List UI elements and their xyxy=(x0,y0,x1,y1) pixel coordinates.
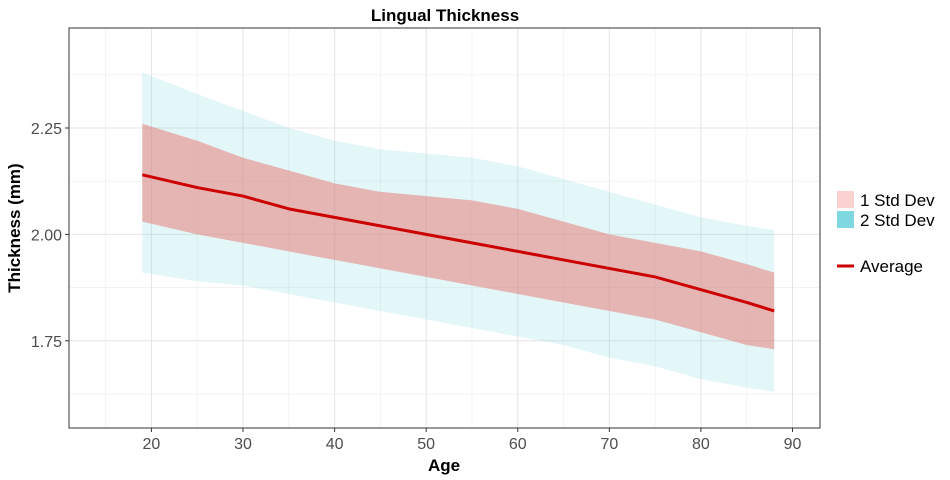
lines xyxy=(141,173,775,313)
x-tick-label: 30 xyxy=(234,436,252,453)
x-tick-label: 60 xyxy=(509,436,527,453)
x-axis-ticks: 20 30 40 50 60 70 80 90 xyxy=(143,428,802,453)
line-average xyxy=(141,173,775,313)
x-tick-label: 20 xyxy=(143,436,161,453)
x-tick-label: 90 xyxy=(784,436,802,453)
x-tick-label: 70 xyxy=(600,436,618,453)
y-tick-label: 2.00 xyxy=(31,227,62,244)
legend-label-2-std-dev: 2 Std Dev xyxy=(860,211,935,230)
x-tick-label: 50 xyxy=(417,436,435,453)
y-tick-label: 2.25 xyxy=(31,121,62,138)
y-axis-title: Thickness (mm) xyxy=(5,163,24,292)
x-axis-title: Age xyxy=(428,456,460,475)
ribbons xyxy=(142,72,775,392)
legend-key-2-std-dev xyxy=(837,211,854,228)
y-axis-ticks: 1.75 2.00 2.25 xyxy=(31,121,69,351)
y-tick-label: 1.75 xyxy=(31,334,62,351)
x-tick-label: 80 xyxy=(692,436,710,453)
legend-key-1-std-dev xyxy=(837,191,854,208)
x-tick-label: 40 xyxy=(326,436,344,453)
ribbon-1-std-dev xyxy=(142,123,775,350)
legend-label-average: Average xyxy=(860,257,923,276)
plot-panel-border xyxy=(68,27,821,429)
legend-label-1-std-dev: 1 Std Dev xyxy=(860,191,935,210)
chart-title: Lingual Thickness xyxy=(371,6,519,25)
